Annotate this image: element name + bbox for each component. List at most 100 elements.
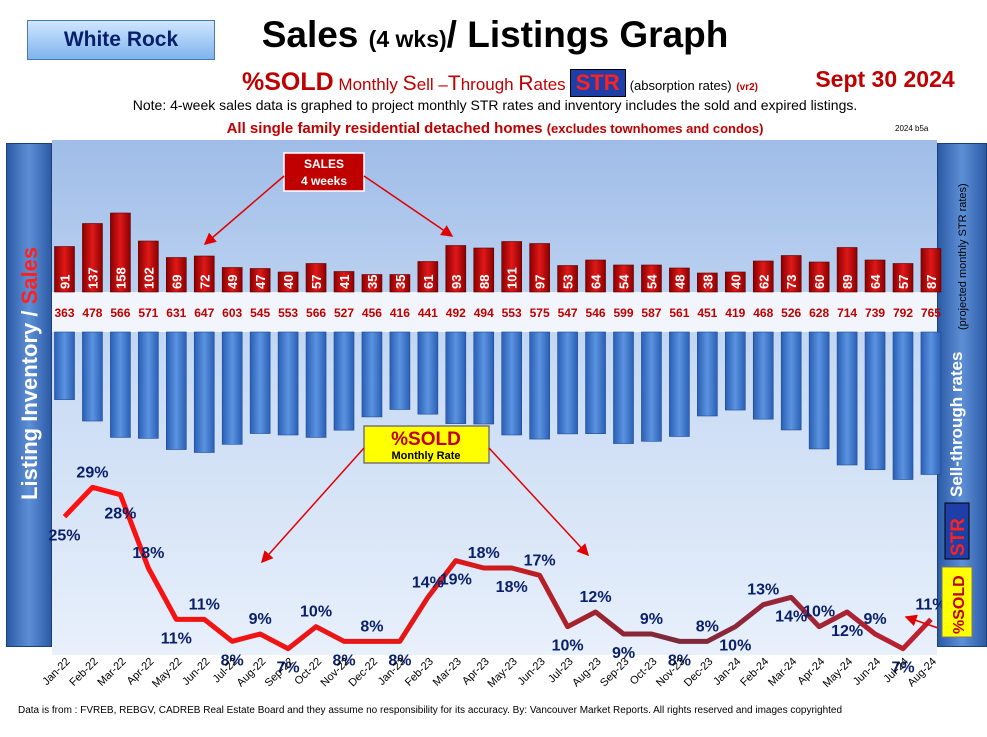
listing-bars [54,331,942,480]
listing-value-label: 631 [166,306,186,320]
sales-value-label: 54 [644,274,659,289]
listing-value-label: 478 [82,306,102,320]
sales-value-label: 64 [868,274,883,289]
scope-paren: (excludes townhomes and condos) [546,121,764,136]
subtitle-word: hrough [460,75,514,94]
listing-value-label: 765 [921,306,941,320]
sold-rate-label: 8% [221,652,244,669]
sold-rate-label: 11% [161,630,192,647]
listing-bar [641,331,662,442]
sales-value-label: 97 [533,275,548,289]
sales-bar [305,263,327,293]
sales-value-label: 57 [896,275,911,289]
sold-rate-label: 25% [48,528,80,545]
listing-bar [613,331,634,444]
sold-rate-label: 12% [580,589,612,606]
sales-bar [585,259,606,293]
sold-rate-label: 10% [803,604,835,621]
listing-bar [864,331,886,470]
sales-value-label: 60 [812,275,827,289]
sold-rate-label: 8% [388,652,411,669]
listing-bar [473,331,495,425]
sales-callout: SALES 4 weeks [203,152,454,245]
right-label-str: STR [948,518,969,556]
listing-value-label: 451 [697,306,717,320]
sold-rate-label: 9% [612,645,635,662]
subtitle-word: ell – [416,75,448,94]
listing-bar [166,331,187,450]
listing-value-label: 547 [558,306,578,320]
listing-value-label: 363 [54,306,74,320]
sold-line [62,484,933,652]
sold-rate-label: 18% [496,579,528,596]
listing-value-label: 553 [278,306,298,320]
left-label-sales: Sales [17,247,42,305]
sales-value-label: 69 [169,275,184,289]
sold-rate-label: 8% [360,618,383,635]
listing-value-label: 494 [474,306,494,320]
sales-value-label: 73 [784,275,799,289]
sales-value-label: 35 [393,275,408,289]
sales-bar [724,271,746,293]
listing-value-label: 468 [753,306,773,320]
sales-bar [920,248,942,293]
sold-rate-label: 9% [863,611,886,628]
sold-rate-label: 7% [891,660,914,677]
sales-bars: 91 137 158 102 69 72 49 47 40 57 41 35 35 61 93 88 101 97… [54,212,942,293]
sold-rate-label: 19% [440,572,472,589]
sales-value-label: 35 [365,275,380,289]
sales-bar [501,241,523,293]
subtitle-letter: R [518,72,534,95]
x-tick-label: Aug-23 [570,656,604,690]
footer-credit: Data is from : FVREB, REBGV, CADREB Real… [18,705,843,716]
title-small: (4 wks) [368,26,447,52]
listing-value-label: 553 [502,306,522,320]
sold-rate-label: 8% [696,618,719,635]
listing-bar [697,331,718,417]
listing-value-label: 419 [725,306,745,320]
sales-value-label: 91 [58,275,73,289]
x-tick-label: Jan-22 [40,656,72,688]
sales-callout-line2: 4 weeks [301,174,347,188]
listing-bar [892,331,914,480]
sales-bar [193,255,215,293]
listing-value-label: 416 [390,306,410,320]
sales-bar [389,274,411,293]
sold-rate-label: 10% [300,604,332,621]
chart-title: Sales (4 wks)/ Listings Graph [240,14,750,56]
sales-bar [808,261,830,293]
sales-value-label: 38 [700,275,715,289]
sold-labels: 25%29%28%18%11%11%8%9%7%10%8%8%8%14%19%1… [48,464,946,676]
sold-rate-label: 9% [640,611,663,628]
sales-bar [82,223,103,293]
sales-bar [249,268,271,293]
subtitle-letter: S [402,72,417,95]
right-label-sold: %SOLD [951,575,968,634]
subtitle: %SOLD Monthly Sell –Through Rates STR (abs… [200,68,800,97]
listing-bar [138,331,159,439]
listing-value-label: 527 [334,306,354,320]
title-tail: / Listings Graph [446,14,729,55]
sales-bar [333,271,355,293]
sales-bar [277,271,299,293]
listing-bar [557,331,578,435]
sales-value-label: 101 [505,267,520,289]
listing-bar [669,331,690,437]
sales-bar [669,267,690,293]
sold-rate-label: 18% [132,545,164,562]
x-tick-label: Jun-22 [180,656,212,688]
sold-callout-line1: %SOLD [391,429,461,450]
listing-value-label: 441 [418,306,438,320]
x-tick-label: Jun-23 [515,656,547,688]
sold-rate-label: 18% [468,545,500,562]
listing-value-label: 792 [893,306,913,320]
listing-bar [249,331,271,434]
sold-rate-label: 10% [552,638,584,655]
version-tag: 2024 b5a [895,124,929,133]
sold-rate-label: 11% [915,596,946,613]
x-tick-label: May-23 [485,656,519,690]
listing-bar [82,331,103,422]
sold-rate-label: 29% [76,464,108,481]
subtitle-absorption: (absorption rates) [629,78,732,93]
